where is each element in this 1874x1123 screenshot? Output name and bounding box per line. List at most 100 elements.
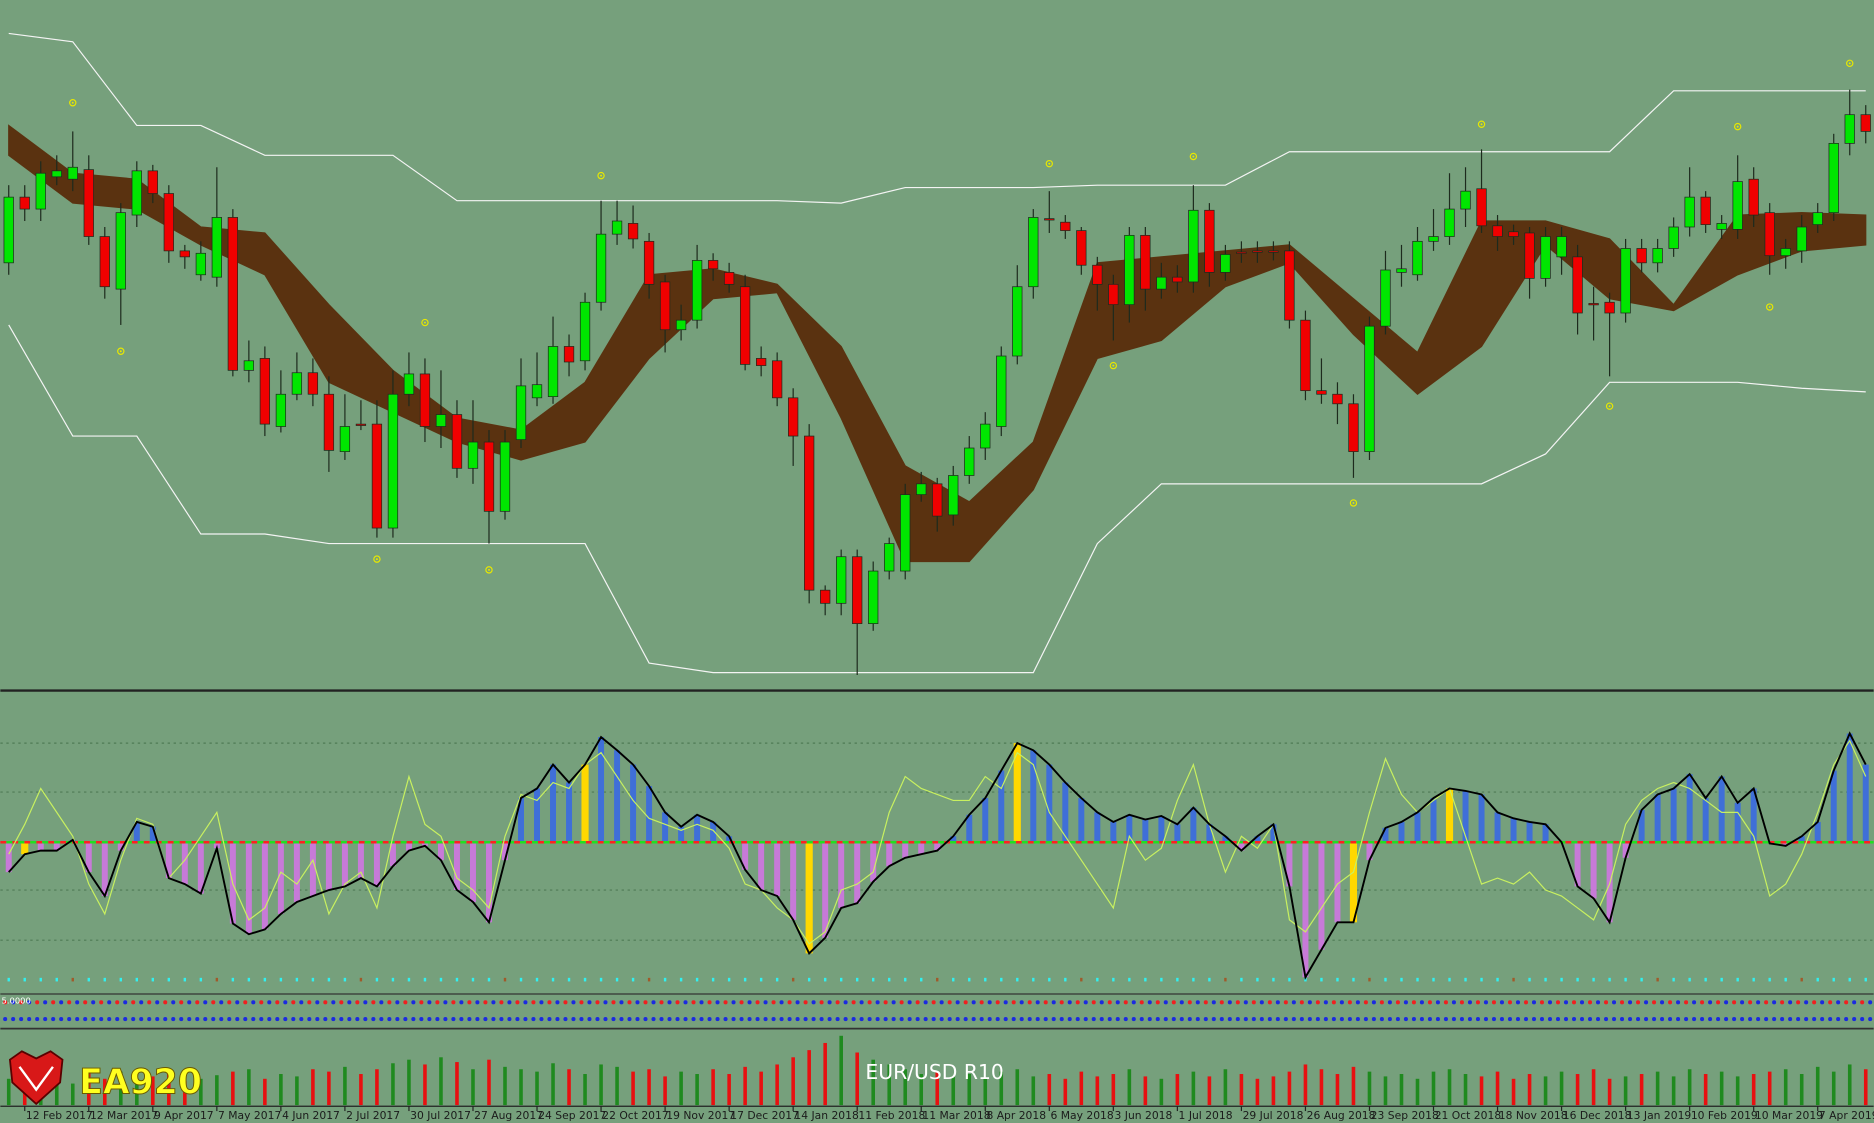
strength-dot (1852, 1000, 1857, 1005)
strength-dot (75, 1000, 80, 1005)
strength-dot (1796, 1000, 1801, 1005)
candle-body (451, 414, 463, 469)
histogram-bar (934, 842, 941, 851)
strength-dot (571, 1000, 576, 1005)
strength-dot (1339, 1017, 1344, 1022)
strength-dot (771, 1000, 776, 1005)
strength-dot (1788, 1000, 1793, 1005)
strength-dot (771, 1017, 776, 1022)
strength-dot (339, 1017, 344, 1022)
histogram-bar (1846, 733, 1853, 843)
candle-body (83, 169, 94, 237)
volume-bar (487, 1059, 491, 1106)
strength-dot (315, 1017, 320, 1022)
volume-bar (439, 1057, 443, 1106)
fractal-dot (600, 174, 603, 177)
strength-dot (1051, 1017, 1056, 1022)
strength-dot (1684, 1017, 1689, 1022)
candle-body (163, 193, 174, 252)
strength-dot (1131, 1017, 1136, 1022)
strength-dot (867, 1017, 872, 1022)
fractal-marker (69, 99, 77, 107)
strength-dot (91, 1000, 96, 1005)
strength-dot (1571, 1017, 1577, 1022)
strength-dot (707, 1017, 712, 1022)
histogram-bar (1622, 842, 1629, 858)
strength-dot (635, 1017, 640, 1022)
strength-dot (1419, 1017, 1424, 1022)
volume-bar (1319, 1069, 1324, 1106)
x-tick-label: 19 Nov 2017 (666, 1109, 735, 1122)
strength-dot (427, 1017, 432, 1022)
strength-dot (1764, 1017, 1769, 1022)
strength-dot (1243, 1017, 1248, 1022)
strength-dot (19, 1000, 24, 1005)
strength-dot (1075, 1000, 1080, 1005)
strength-dot (1155, 1000, 1160, 1005)
strength-dot (1531, 1017, 1537, 1022)
strength-dot (1099, 1000, 1104, 1005)
strength-dot (1251, 1000, 1256, 1005)
strength-dot (323, 1000, 328, 1005)
strength-dot (459, 1017, 464, 1022)
strength-dot (923, 1000, 928, 1005)
strength-dot (1299, 1000, 1304, 1005)
strength-dot (507, 1017, 512, 1022)
strength-dot (1011, 1017, 1016, 1022)
strength-dot (1740, 1000, 1745, 1005)
strength-dot (715, 1017, 720, 1022)
strength-dot (163, 1017, 168, 1022)
x-tick-label: 27 Aug 2017 (474, 1109, 543, 1122)
fractal-dot (488, 568, 490, 571)
strength-dot (1075, 1017, 1080, 1022)
histogram-bar (1526, 821, 1533, 843)
strength-dot (1035, 1000, 1040, 1005)
fractal-dot (375, 558, 378, 561)
strength-dot (1499, 1017, 1504, 1022)
strength-dot (491, 1000, 496, 1005)
strength-dot (75, 1017, 80, 1022)
candle-body (1684, 196, 1695, 228)
strength-dot (683, 1000, 688, 1005)
volume-bar (1751, 1074, 1756, 1106)
candle-body (1332, 393, 1343, 405)
strength-dot (627, 1017, 632, 1022)
strength-dot (1812, 1017, 1817, 1022)
candle-body (1012, 286, 1023, 357)
strength-dot (1860, 1017, 1865, 1022)
strength-dot (1211, 1000, 1216, 1005)
strength-dot (859, 1017, 864, 1022)
strength-dot (667, 1017, 672, 1022)
strength-dot (179, 1017, 184, 1022)
strength-dot (403, 1000, 408, 1005)
candle-body (1380, 269, 1391, 327)
volume-bar (295, 1076, 299, 1106)
strength-dot (643, 1000, 648, 1005)
volume-bar (1367, 1071, 1372, 1106)
volume-bar (599, 1064, 603, 1106)
strength-dot (499, 1017, 504, 1022)
histogram-bar (1382, 827, 1389, 843)
histogram-bar (117, 842, 124, 851)
strength-dot (1235, 1017, 1240, 1022)
histogram-bar (710, 821, 717, 843)
volume-bar (1815, 1066, 1820, 1106)
volume-bar (1671, 1076, 1676, 1106)
volume-bar (951, 1076, 956, 1106)
histogram-bar (1478, 794, 1485, 843)
strength-dot (1139, 1000, 1144, 1005)
candle-body (1188, 209, 1199, 283)
strength-dot (163, 1000, 168, 1005)
strength-dot (1547, 1017, 1553, 1022)
candle-body (1556, 236, 1567, 258)
strength-dot (731, 1000, 736, 1005)
strength-dot (1619, 1000, 1625, 1005)
x-tick-label: 29 Jul 2018 (1243, 1109, 1304, 1122)
histogram-bar (950, 836, 957, 843)
strength-dot (1772, 1000, 1777, 1005)
volume-bar (1255, 1078, 1260, 1106)
strength-dot (1203, 1000, 1208, 1005)
volume-bar (327, 1071, 331, 1106)
histogram-bar (1654, 794, 1661, 843)
histogram-bar (1590, 842, 1597, 899)
